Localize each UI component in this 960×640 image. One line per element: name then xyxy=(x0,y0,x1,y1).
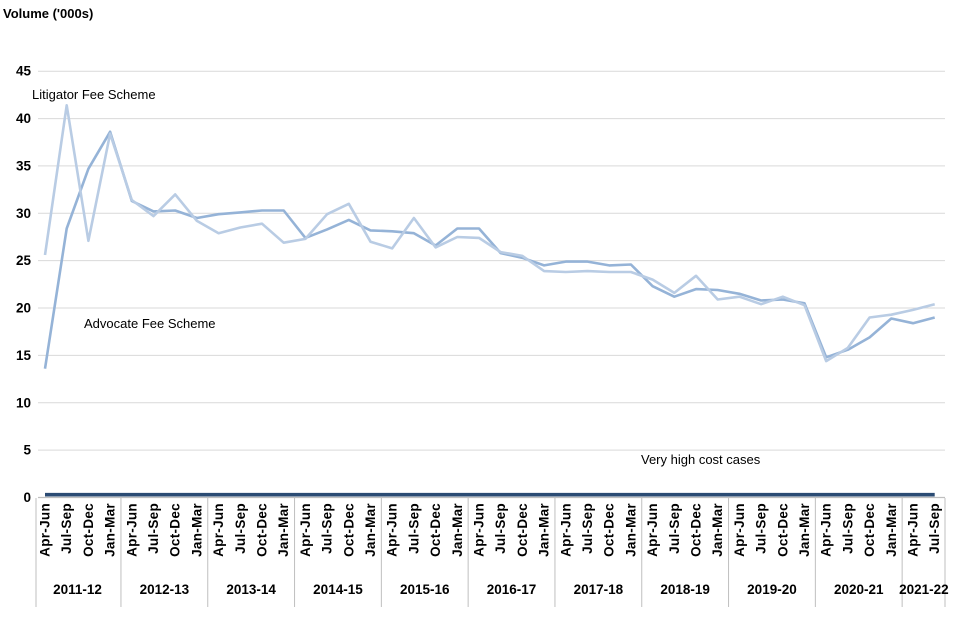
x-tick-label: Jan-Mar xyxy=(884,503,899,557)
x-tick-label: Jan-Mar xyxy=(363,503,378,557)
x-tick-label: Oct-Dec xyxy=(862,503,877,557)
x-tick-label: Oct-Dec xyxy=(775,503,790,557)
x-tick-label: Jan-Mar xyxy=(450,503,465,557)
x-tick-label: Jul-Sep xyxy=(927,503,942,554)
x-tick-label: Jul-Sep xyxy=(667,503,682,554)
y-tick-label: 40 xyxy=(16,111,31,126)
x-tick-label: Apr-Jun xyxy=(385,503,400,557)
x-tick-label: Jul-Sep xyxy=(840,503,855,554)
y-tick-label: 0 xyxy=(23,490,31,505)
x-tick-label: Apr-Jun xyxy=(298,503,313,557)
y-tick-label: 15 xyxy=(16,348,32,363)
chart-title: Volume ('000s) xyxy=(3,6,94,21)
x-tick-label: Apr-Jun xyxy=(732,503,747,557)
year-label: 2013-14 xyxy=(226,582,276,597)
litigator-series-label: Litigator Fee Scheme xyxy=(32,87,156,102)
year-label: 2020-21 xyxy=(834,582,884,597)
x-tick-label: Oct-Dec xyxy=(341,503,356,557)
x-tick-label: Apr-Jun xyxy=(558,503,573,557)
x-tick-label: Oct-Dec xyxy=(168,503,183,557)
year-label: 2015-16 xyxy=(400,582,450,597)
year-label: 2017-18 xyxy=(574,582,624,597)
year-label: 2018-19 xyxy=(660,582,710,597)
x-tick-label: Jan-Mar xyxy=(189,503,204,557)
advocate-series-line xyxy=(43,130,936,369)
x-tick-label: Jul-Sep xyxy=(146,503,161,554)
y-tick-label: 25 xyxy=(16,253,32,268)
year-label: 2019-20 xyxy=(747,582,797,597)
year-label: 2012-13 xyxy=(140,582,190,597)
y-tick-label: 30 xyxy=(16,206,31,221)
x-tick-label: Apr-Jun xyxy=(906,503,921,557)
y-tick-label: 10 xyxy=(16,395,31,410)
x-tick-label: Oct-Dec xyxy=(689,503,704,557)
litigator-series-line xyxy=(43,104,936,363)
x-tick-label: Oct-Dec xyxy=(81,503,96,557)
x-tick-label: Jul-Sep xyxy=(580,503,595,554)
year-label: 2016-17 xyxy=(487,582,537,597)
x-tick-label: Oct-Dec xyxy=(428,503,443,557)
x-tick-label: Apr-Jun xyxy=(472,503,487,557)
x-tick-label: Jan-Mar xyxy=(103,503,118,557)
x-tick-label: Jul-Sep xyxy=(406,503,421,554)
x-tick-label: Jul-Sep xyxy=(233,503,248,554)
y-tick-label: 35 xyxy=(16,158,32,173)
x-tick-label: Jan-Mar xyxy=(797,503,812,557)
x-tick-label: Jan-Mar xyxy=(710,503,725,557)
year-label: 2014-15 xyxy=(313,582,363,597)
year-label: 2021-22 xyxy=(899,582,949,597)
x-tick-label: Jul-Sep xyxy=(59,503,74,554)
x-tick-label: Oct-Dec xyxy=(602,503,617,557)
x-tick-label: Jan-Mar xyxy=(537,503,552,557)
x-tick-label: Apr-Jun xyxy=(211,503,226,557)
x-tick-label: Apr-Jun xyxy=(819,503,834,557)
x-tick-label: Oct-Dec xyxy=(515,503,530,557)
x-tick-label: Jul-Sep xyxy=(320,503,335,554)
x-tick-label: Jan-Mar xyxy=(623,503,638,557)
x-tick-label: Apr-Jun xyxy=(38,503,53,557)
y-tick-label: 45 xyxy=(16,64,32,79)
x-tick-label: Apr-Jun xyxy=(645,503,660,557)
x-tick-label: Jan-Mar xyxy=(276,503,291,557)
x-tick-label: Jul-Sep xyxy=(754,503,769,554)
y-tick-label: 5 xyxy=(23,443,31,458)
vhcc-series-label: Very high cost cases xyxy=(641,452,761,467)
advocate-series-label: Advocate Fee Scheme xyxy=(84,316,216,331)
year-label: 2011-12 xyxy=(53,582,102,597)
y-tick-label: 20 xyxy=(16,301,31,316)
x-tick-label: Oct-Dec xyxy=(255,503,270,557)
x-tick-label: Jul-Sep xyxy=(493,503,508,554)
x-tick-label: Apr-Jun xyxy=(124,503,139,557)
